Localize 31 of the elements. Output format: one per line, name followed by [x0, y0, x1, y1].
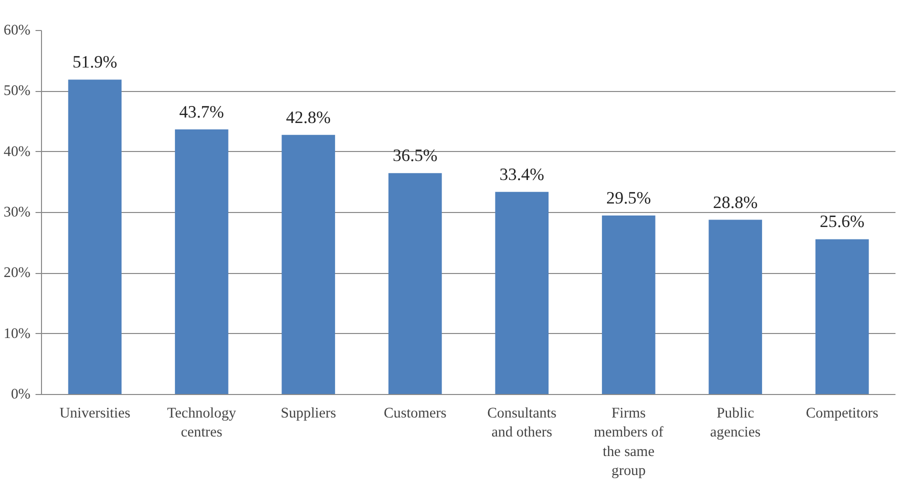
x-tick-label: Public agencies	[710, 406, 761, 441]
x-tick-label: Consultants and others	[487, 406, 557, 441]
y-tick-label: 10%	[4, 326, 31, 342]
x-tick-label: Competitors	[806, 406, 879, 422]
data-label: 33.4%	[499, 164, 544, 184]
bar	[174, 129, 228, 394]
bar	[388, 173, 442, 394]
data-label: 25.6%	[820, 212, 865, 232]
bar	[602, 216, 656, 394]
y-tick-label: 40%	[4, 144, 31, 160]
bar	[495, 192, 549, 394]
y-tick-label: 30%	[4, 204, 31, 220]
x-tick-label: Customers	[384, 406, 447, 422]
bar	[282, 134, 336, 394]
x-tick-label: Universities	[59, 406, 131, 422]
data-label: 51.9%	[72, 52, 118, 72]
data-label: 42.8%	[286, 108, 331, 127]
bar	[815, 239, 869, 394]
bar	[708, 220, 762, 394]
bar	[68, 80, 122, 394]
data-label: 28.8%	[712, 192, 758, 212]
y-tick-label: 20%	[4, 265, 31, 282]
x-tick-label: Suppliers	[280, 406, 336, 422]
data-label: 29.5%	[606, 188, 652, 208]
data-label: 36.5%	[392, 146, 438, 166]
x-tick-label: Technology centres	[167, 406, 237, 441]
data-label: 43.7%	[179, 102, 224, 122]
x-tick-label: Firms members of the same group	[594, 406, 664, 480]
y-tick-label: 0%	[10, 386, 31, 402]
y-tick-label: 50%	[4, 83, 31, 100]
y-tick-label: 60%	[4, 22, 31, 38]
